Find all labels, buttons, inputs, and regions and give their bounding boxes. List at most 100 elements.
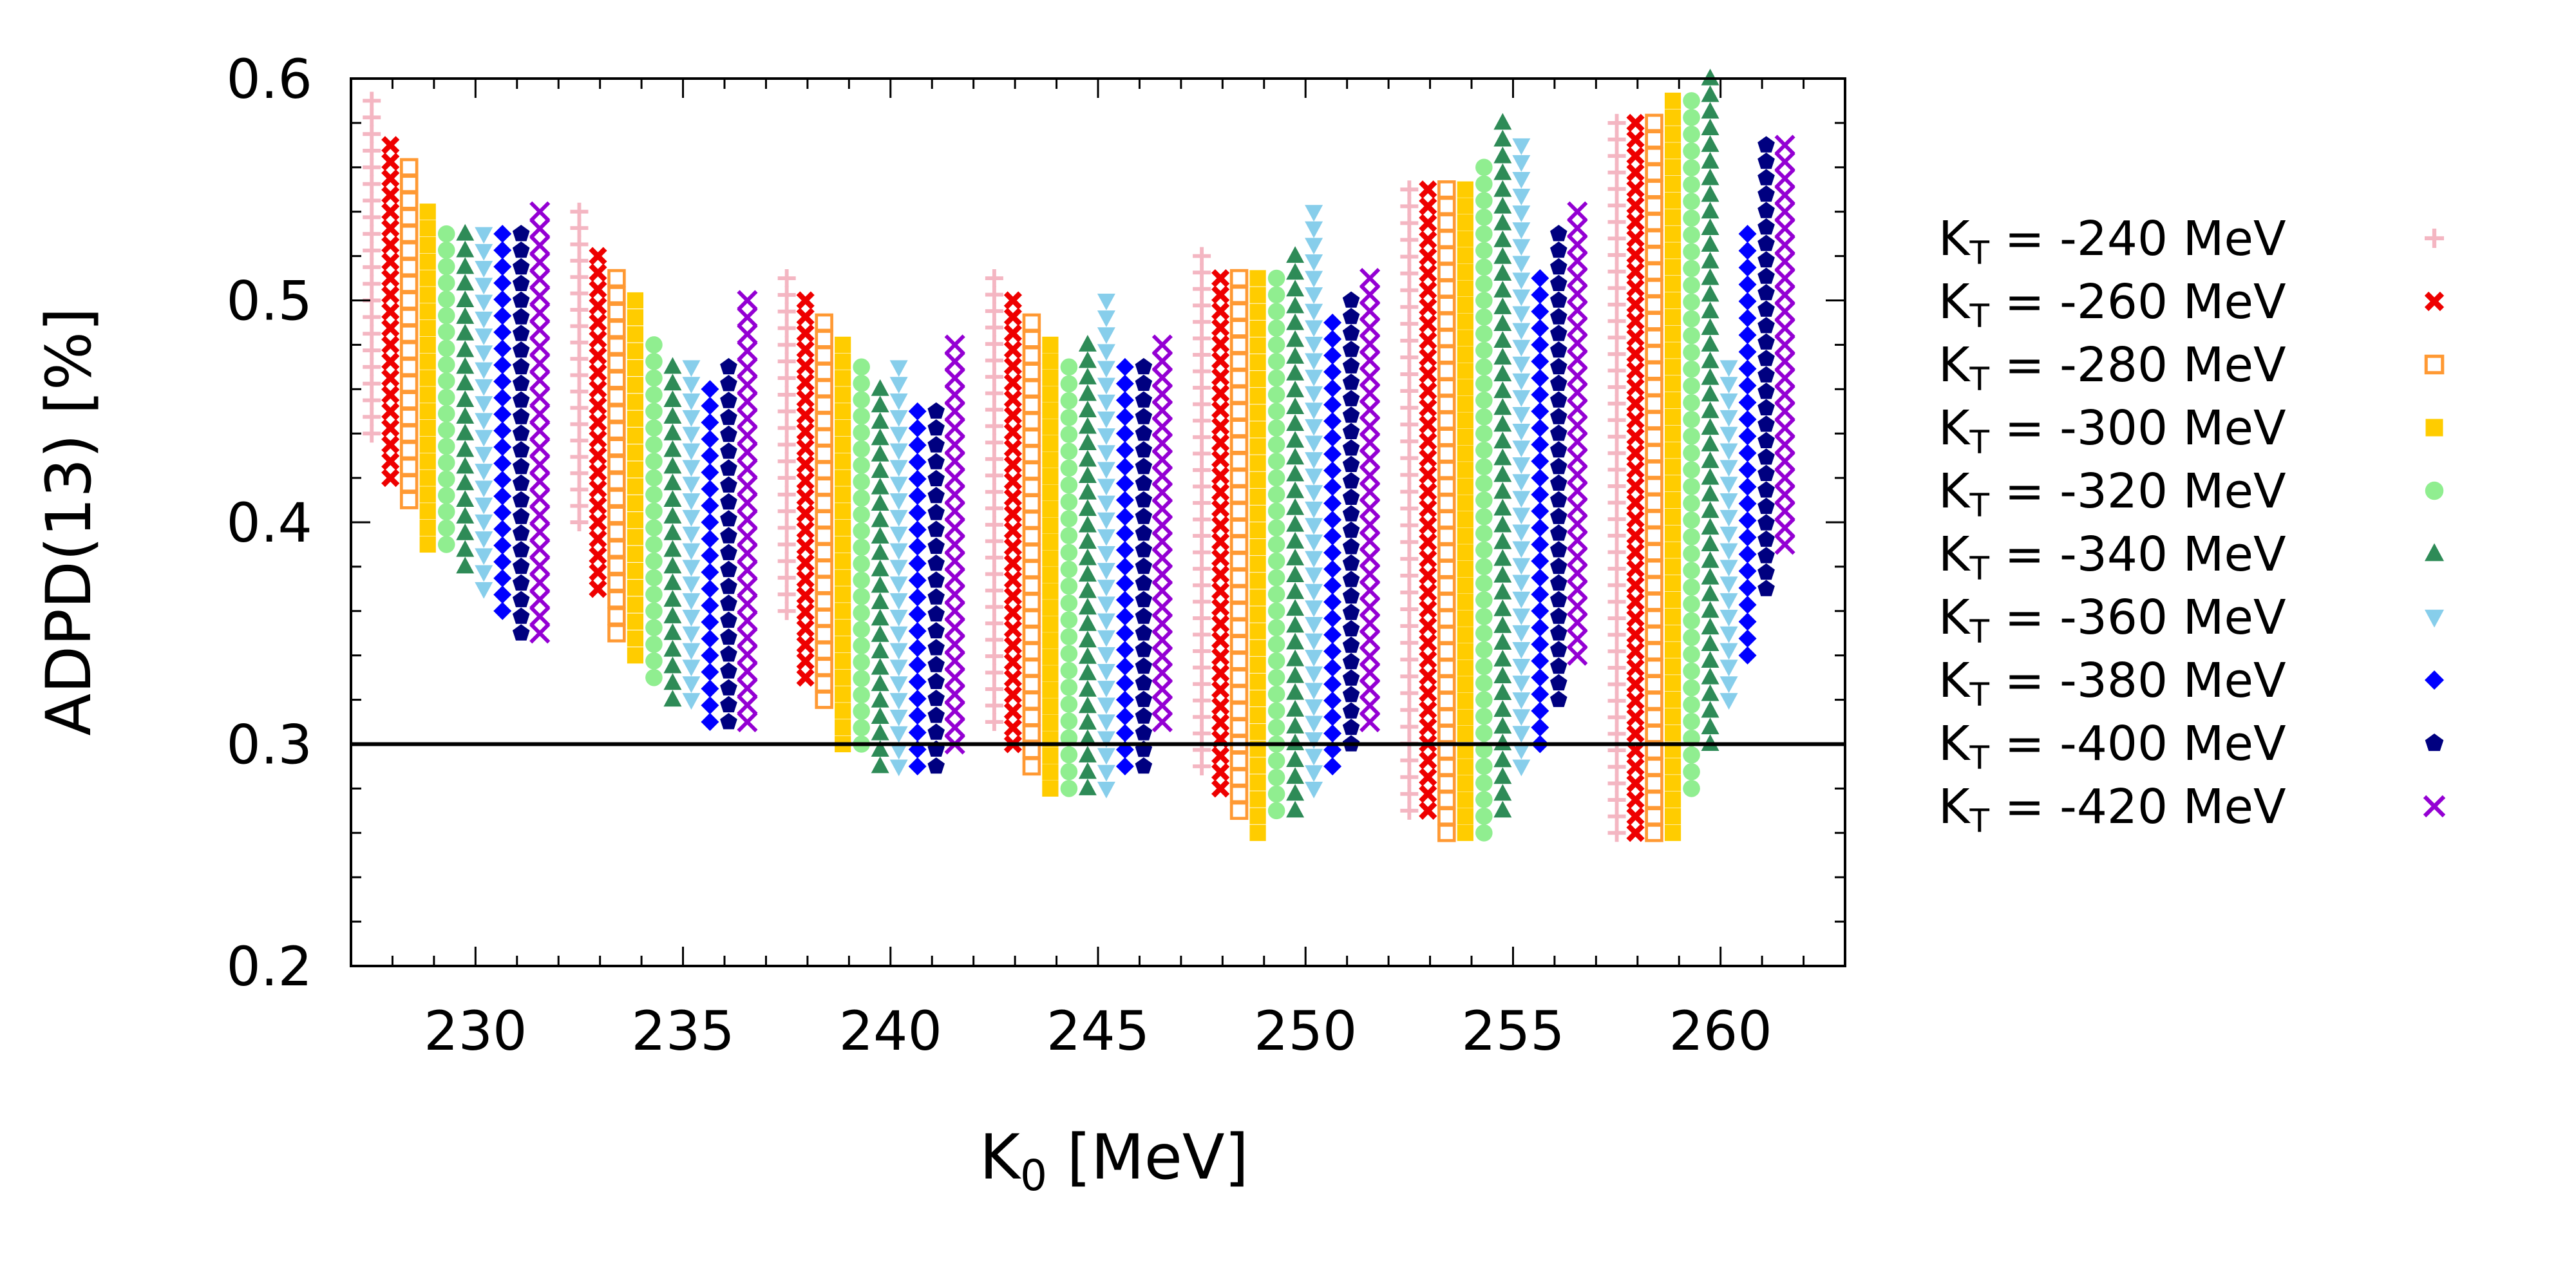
point--360-k0-237.5 (889, 560, 908, 577)
point--420-k0-232.5 (737, 644, 758, 665)
point--360-k0-247.5 (1305, 270, 1323, 288)
point--240-k0-257.5 (1607, 592, 1626, 611)
point--300-k0-257.5 (1664, 641, 1681, 658)
point--260-k0-252.5 (1419, 298, 1437, 316)
point--300-k0-252.5 (1457, 627, 1473, 643)
point--400-k0-257.5 (1757, 481, 1775, 498)
point--340-k0-232.5 (663, 406, 682, 424)
point--360-k0-227.5 (475, 396, 493, 413)
point--240-k0-232.5 (570, 497, 589, 515)
point--360-k0-257.5 (1719, 676, 1738, 694)
point--400-k0-242.5 (1135, 641, 1153, 658)
point--320-k0-237.5 (853, 522, 870, 540)
point--260-k0-237.5 (796, 471, 815, 490)
point--380-k0-252.5 (1531, 319, 1549, 337)
point--260-k0-252.5 (1419, 566, 1437, 585)
point--380-k0-247.5 (1323, 330, 1342, 348)
point--260-k0-232.5 (589, 397, 607, 415)
point--420-k0-237.5 (944, 567, 965, 589)
point--360-k0-247.5 (1305, 765, 1323, 782)
point--280-k0-242.5 (1022, 494, 1041, 513)
point--340-k0-227.5 (456, 323, 475, 341)
point--420-k0-237.5 (944, 634, 965, 655)
point--420-k0-252.5 (1567, 365, 1588, 386)
point--260-k0-242.5 (1003, 324, 1023, 343)
point--280-k0-237.5 (815, 346, 833, 365)
point--320-k0-237.5 (853, 473, 870, 491)
point--260-k0-227.5 (381, 468, 400, 488)
point--260-k0-242.5 (1003, 636, 1023, 655)
point--380-k0-252.5 (1531, 452, 1549, 471)
x-tick-label: 230 (424, 999, 527, 1063)
point--340-k0-242.5 (1078, 679, 1097, 697)
point--400-k0-232.5 (720, 527, 737, 544)
point--340-k0-242.5 (1078, 630, 1097, 648)
point--400-k0-247.5 (1342, 374, 1360, 390)
point--360-k0-237.5 (889, 576, 908, 594)
point--360-k0-227.5 (475, 497, 493, 515)
point--320-k0-247.5 (1267, 502, 1285, 520)
point--260-k0-242.5 (1003, 718, 1023, 737)
point--240-k0-257.5 (1607, 262, 1626, 281)
point--280-k0-242.5 (1022, 477, 1041, 497)
point--260-k0-257.5 (1626, 708, 1645, 726)
point--240-k0-257.5 (1607, 394, 1626, 413)
point--340-k0-227.5 (456, 423, 475, 440)
point--420-k0-257.5 (1774, 334, 1795, 355)
point--280-k0-242.5 (1022, 313, 1041, 332)
point--420-k0-237.5 (944, 650, 965, 672)
point--320-k0-242.5 (1060, 560, 1078, 578)
point--360-k0-242.5 (1097, 344, 1115, 361)
point--400-k0-242.5 (1135, 724, 1153, 741)
point--300-k0-252.5 (1457, 709, 1473, 726)
point--380-k0-247.5 (1323, 675, 1342, 694)
point--400-k0-237.5 (927, 402, 945, 419)
point--260-k0-237.5 (796, 439, 815, 457)
point--260-k0-257.5 (1626, 427, 1645, 446)
point--300-k0-252.5 (1457, 478, 1473, 495)
point--240-k0-242.5 (985, 598, 1003, 616)
point--260-k0-242.5 (1003, 538, 1023, 556)
point--280-k0-257.5 (1645, 460, 1663, 479)
point--340-k0-252.5 (1493, 734, 1512, 751)
point--360-k0-237.5 (889, 693, 908, 710)
point--400-k0-257.5 (1757, 317, 1775, 334)
point--400-k0-232.5 (720, 628, 737, 645)
point--240-k0-252.5 (1400, 667, 1419, 686)
point--300-k0-257.5 (1664, 558, 1681, 575)
point--320-k0-232.5 (645, 552, 663, 570)
point--340-k0-257.5 (1701, 468, 1719, 485)
point--300-k0-257.5 (1664, 591, 1681, 609)
point--260-k0-252.5 (1419, 264, 1437, 283)
point--400-k0-227.5 (512, 274, 530, 291)
point--340-k0-247.5 (1286, 481, 1305, 498)
point--300-k0-252.5 (1457, 577, 1473, 594)
point--380-k0-227.5 (493, 601, 512, 620)
point--400-k0-242.5 (1135, 624, 1153, 641)
point--280-k0-247.5 (1229, 635, 1249, 654)
point--380-k0-227.5 (493, 471, 512, 489)
point--400-k0-257.5 (1757, 415, 1775, 432)
point--340-k0-257.5 (1701, 301, 1719, 319)
point--320-k0-232.5 (645, 402, 663, 421)
point--260-k0-252.5 (1419, 348, 1437, 367)
point--300-k0-257.5 (1664, 192, 1681, 209)
point--280-k0-227.5 (399, 491, 419, 509)
point--340-k0-252.5 (1493, 314, 1512, 331)
point--320-k0-257.5 (1683, 696, 1700, 714)
point--240-k0-227.5 (363, 208, 381, 227)
point--380-k0-237.5 (908, 656, 927, 674)
point--300-k0-242.5 (1042, 583, 1059, 600)
point--280-k0-257.5 (1645, 361, 1663, 380)
point--340-k0-242.5 (1078, 401, 1097, 417)
point--400-k0-252.5 (1550, 391, 1567, 408)
point--280-k0-242.5 (1022, 560, 1041, 578)
point--240-k0-232.5 (570, 333, 589, 352)
point--360-k0-237.5 (889, 393, 908, 410)
point--360-k0-237.5 (889, 676, 908, 694)
point--320-k0-247.5 (1267, 286, 1285, 304)
point--380-k0-242.5 (1115, 757, 1134, 775)
point--380-k0-232.5 (701, 629, 719, 648)
point--420-k0-232.5 (737, 391, 758, 412)
point--260-k0-247.5 (1211, 631, 1230, 650)
